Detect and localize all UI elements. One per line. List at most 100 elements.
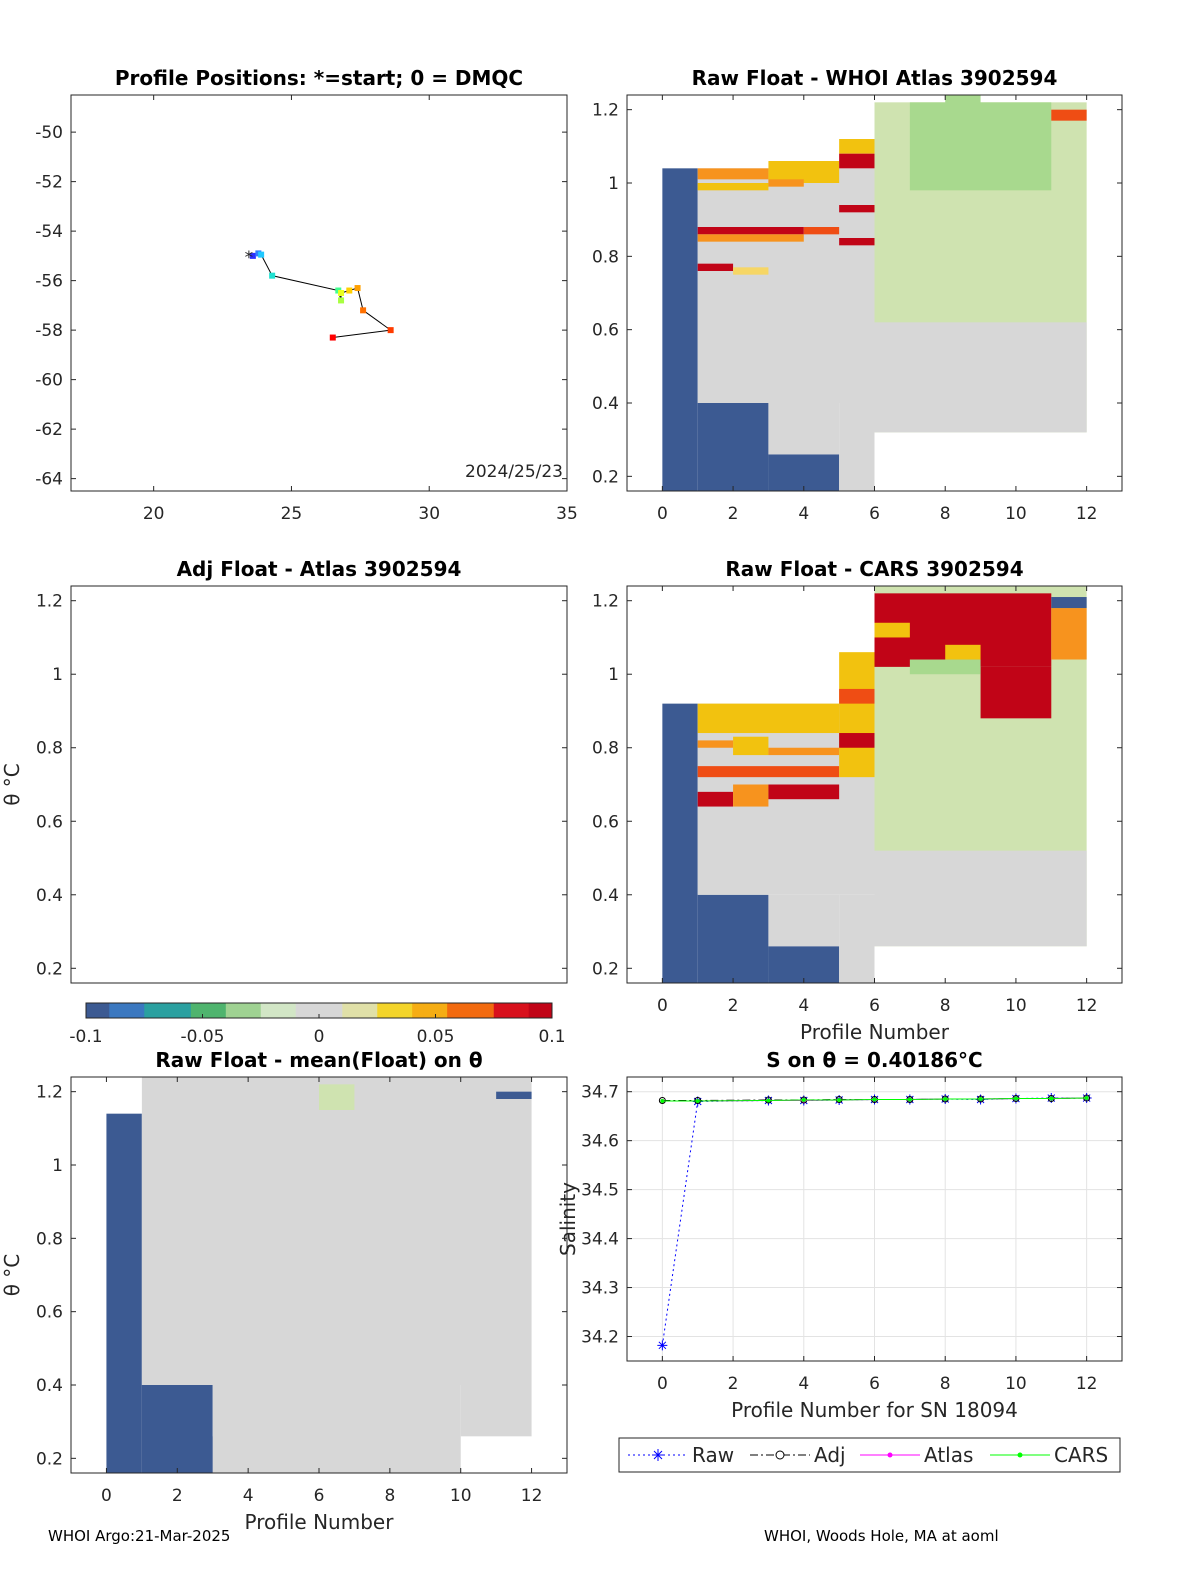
colorbar-cell <box>528 1003 541 1018</box>
legend-label-adj: Adj <box>814 1443 846 1467</box>
raw_cars-xtick-label: 12 <box>1076 996 1098 1016</box>
positions-point <box>269 272 276 279</box>
colorbar-cell <box>260 1003 273 1018</box>
legend-marker-atlas <box>887 1452 893 1458</box>
raw_mean-axes-frame <box>70 1076 568 1474</box>
salinity-point-cars <box>1084 1096 1089 1101</box>
colorbar-cell <box>470 1003 483 1018</box>
raw_mean-chart: 0 2 4 6 8 10 12 0.2 0.4 0.6 0.8 1 1.2 Raw Float - mea… <box>0 1048 568 1534</box>
salinity-ytick-label: 34.3 <box>581 1279 619 1299</box>
colorbar-tick-label: -0.05 <box>181 1027 225 1047</box>
positions-point <box>329 334 336 341</box>
legend-marker-raw <box>652 1449 664 1461</box>
adj_atlas-title: Adj Float - Atlas 3902594 <box>177 557 462 581</box>
raw_cars-cell <box>839 688 875 704</box>
raw_mean-ytick-label: 1 <box>52 1156 63 1176</box>
raw_cars-ytick-label: 0.4 <box>592 886 619 906</box>
raw_whoi-axes-frame <box>626 94 1123 492</box>
colorbar-cell <box>202 1003 215 1018</box>
adj_atlas-ylabel: θ °C <box>0 763 24 806</box>
raw_cars-cell <box>1051 597 1087 609</box>
colorbar-cell <box>400 1003 413 1018</box>
salinity-ytick-label: 34.7 <box>581 1083 619 1103</box>
raw_whoi-cell <box>803 227 840 235</box>
raw_cars-cell <box>733 784 769 807</box>
colorbar-tick-label: 0 <box>314 1027 325 1047</box>
salinity-ytick-label: 34.4 <box>581 1230 619 1250</box>
raw_cars-ytick-label: 0.6 <box>592 812 619 832</box>
raw_cars-cell <box>697 703 840 734</box>
legend-label-cars: CARS <box>1054 1443 1108 1467</box>
raw_mean-xlabel: Profile Number <box>245 1510 395 1534</box>
positions-ytick-label: -50 <box>35 123 63 143</box>
positions-ytick-label: -64 <box>35 470 63 490</box>
raw_cars-axes-frame <box>626 585 1123 984</box>
raw_mean-cell <box>141 1077 532 1385</box>
positions-xtick-label: 35 <box>556 504 578 524</box>
raw_mean-ylabel: θ °C <box>0 1254 24 1297</box>
colorbar-cell <box>249 1003 262 1018</box>
colorbar-cell <box>493 1003 506 1018</box>
raw_cars-xtick-label: 0 <box>657 996 668 1016</box>
raw_mean-xtick-label: 6 <box>314 1486 325 1506</box>
raw_whoi-cell <box>768 454 840 491</box>
adj_atlas-chart: 0.2 0.4 0.6 0.8 1 1.2 Adj Float - Atlas 390259… <box>0 557 568 984</box>
raw_cars-title: Raw Float - CARS 3902594 <box>725 557 1023 581</box>
positions-point <box>354 285 361 292</box>
raw_whoi-xtick-label: 2 <box>728 504 739 524</box>
raw_cars-cell <box>768 946 840 983</box>
raw_mean-cell <box>496 1091 532 1099</box>
raw_cars-cell <box>768 747 840 756</box>
raw_mean-xtick-label: 12 <box>521 1486 543 1506</box>
positions-start-marker: * <box>245 248 254 268</box>
adj_atlas-bg <box>71 586 567 983</box>
salinity-xtick-label: 8 <box>940 1374 951 1394</box>
colorbar-cell <box>272 1003 285 1018</box>
colorbar-cell <box>435 1003 448 1018</box>
colorbar-cell <box>179 1003 192 1018</box>
colorbar-cell <box>423 1003 436 1018</box>
raw_cars-cell <box>980 666 1052 719</box>
raw_whoi-cell <box>839 153 875 169</box>
raw_mean-cell <box>212 1385 461 1473</box>
raw_whoi-cell <box>662 168 698 492</box>
footer-left: WHOI Argo:21-Mar-2025 <box>48 1527 231 1545</box>
colorbar-cell <box>97 1003 110 1018</box>
adj_atlas-ytick-label: 0.2 <box>36 959 63 979</box>
salinity-ytick-label: 34.2 <box>581 1328 619 1348</box>
raw_whoi-cell <box>697 263 734 271</box>
raw_cars-cell <box>768 894 840 947</box>
raw_cars-xtick-label: 6 <box>869 996 880 1016</box>
raw_mean-cell <box>319 1084 355 1110</box>
adj_atlas-ytick-label: 0.6 <box>36 812 63 832</box>
colorbar-cell <box>517 1003 530 1018</box>
raw_whoi-cell <box>697 234 804 242</box>
raw_cars-cell <box>697 740 734 748</box>
raw_cars-chart: 0 2 4 6 8 10 12 0.2 0.4 0.6 0.8 1 1.2 Raw Float - CAR… <box>592 557 1123 1044</box>
raw_cars-ytick-label: 0.2 <box>592 959 619 979</box>
raw_mean-cell <box>141 1385 213 1473</box>
colorbar-cell <box>307 1003 320 1018</box>
salinity-point-cars <box>695 1098 700 1103</box>
legend-label-raw: Raw <box>692 1443 734 1467</box>
salinity-ytick-label: 34.5 <box>581 1181 619 1201</box>
raw_whoi-xtick-label: 12 <box>1076 504 1098 524</box>
raw_whoi-cell <box>733 267 769 275</box>
salinity-xtick-label: 2 <box>728 1374 739 1394</box>
positions-title: Profile Positions: *=start; 0 = DMQC <box>115 66 523 90</box>
salinity-ytick-label: 34.6 <box>581 1132 619 1152</box>
colorbar-cell <box>167 1003 180 1018</box>
salinity-xtick-label: 6 <box>869 1374 880 1394</box>
colorbar-cell <box>482 1003 495 1018</box>
raw_whoi-chart: 0 2 4 6 8 10 12 0.2 0.4 0.6 0.8 1 1.2 Raw Float - WHO… <box>592 66 1123 524</box>
raw_whoi-ytick-label: 0.8 <box>592 247 619 267</box>
raw_cars-cell <box>1051 608 1087 660</box>
raw_whoi-cell <box>768 403 840 455</box>
raw_cars-cell <box>697 766 840 778</box>
salinity-point-cars <box>660 1098 665 1103</box>
raw_cars-cell <box>697 894 769 983</box>
colorbar-tick-label: 0.1 <box>538 1027 565 1047</box>
legend-label-atlas: Atlas <box>924 1443 973 1467</box>
colorbar-tick-label: -0.1 <box>69 1027 102 1047</box>
footer-right: WHOI, Woods Hole, MA at aoml <box>764 1527 999 1545</box>
